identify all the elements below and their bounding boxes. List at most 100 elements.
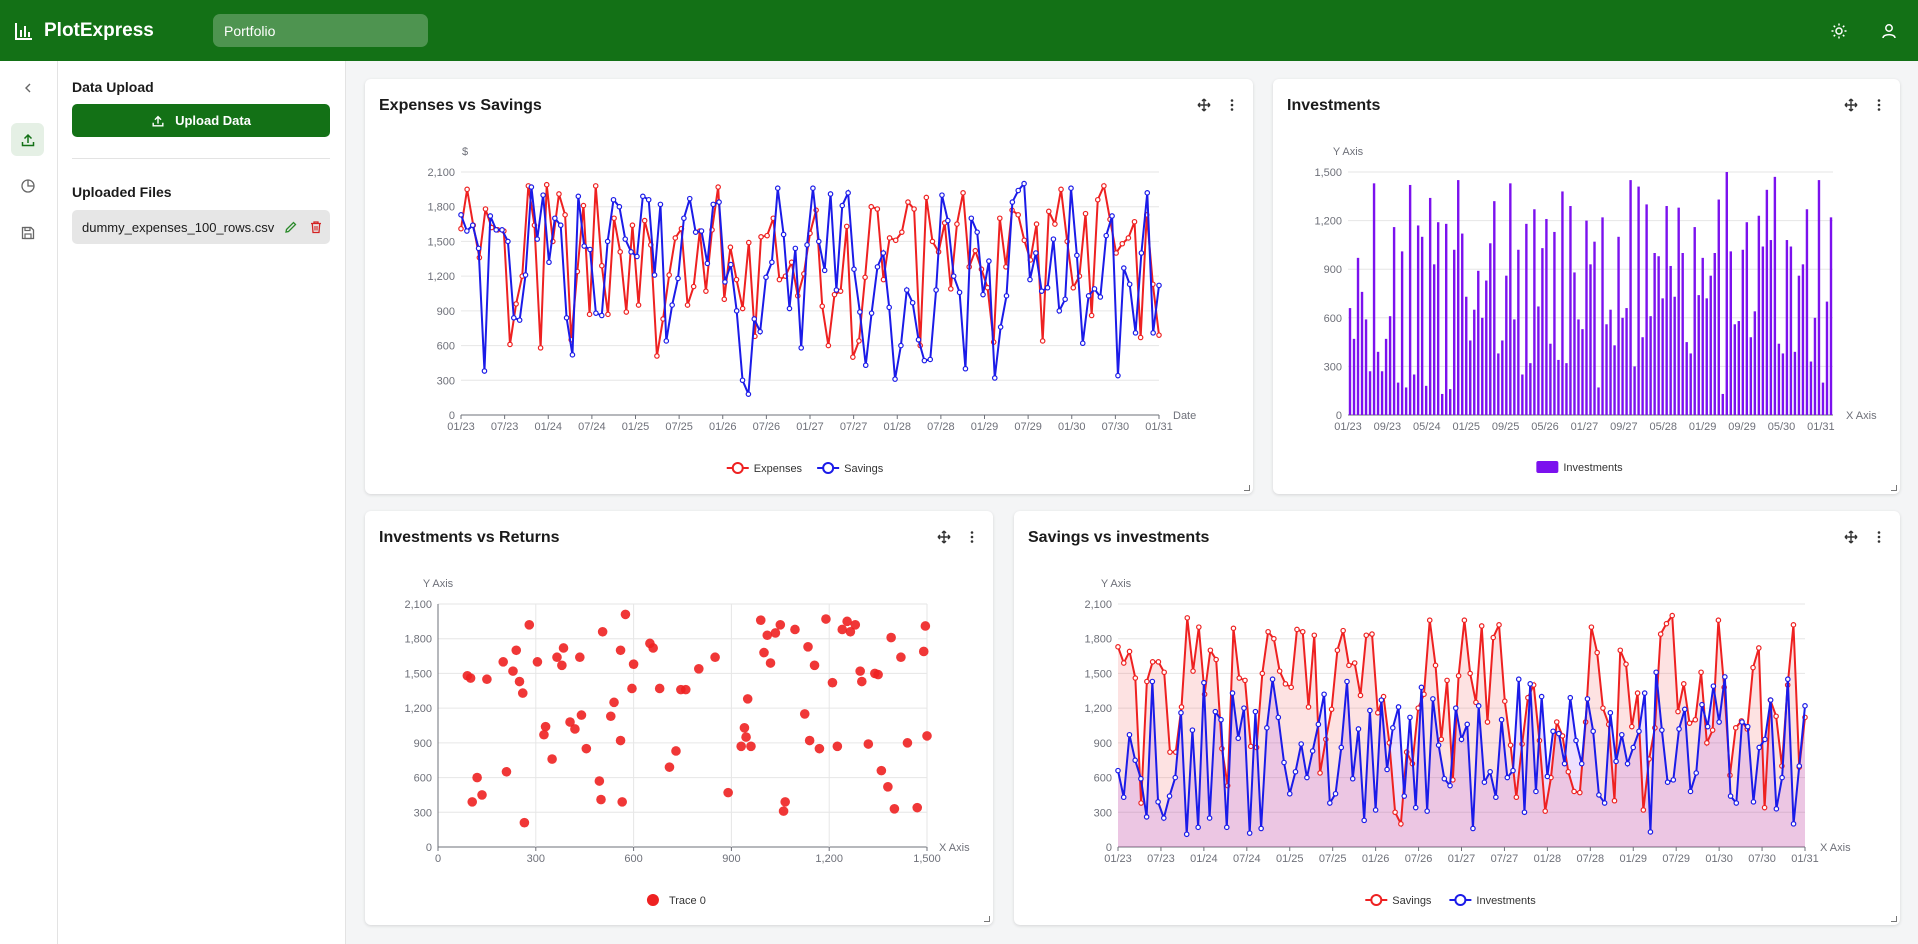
more-vertical-icon[interactable]: [1869, 95, 1889, 115]
data-point: [862, 362, 869, 369]
bar: [1348, 308, 1352, 415]
data-point: [1009, 199, 1016, 205]
data-point: [933, 287, 939, 293]
data-point: [1097, 294, 1104, 300]
upload-data-button[interactable]: Upload Data: [72, 104, 330, 137]
data-point: [857, 676, 867, 687]
bar: [1412, 374, 1416, 415]
data-point: [868, 203, 875, 210]
data-point: [546, 259, 552, 266]
data-point: [1715, 617, 1722, 624]
data-point: [501, 766, 512, 777]
data-point: [1369, 631, 1375, 637]
data-point: [909, 299, 916, 306]
user-icon[interactable]: [1877, 19, 1901, 43]
data-point: [657, 201, 664, 208]
brand[interactable]: PlotExpress: [14, 20, 154, 42]
edit-icon[interactable]: [280, 216, 302, 238]
bar: [1769, 240, 1773, 415]
data-point: [557, 222, 564, 229]
data-point: [1050, 236, 1057, 242]
data-point: [745, 239, 752, 246]
data-point: [856, 338, 862, 344]
data-point: [945, 217, 951, 224]
bar: [1589, 264, 1592, 415]
data-point: [1601, 800, 1608, 806]
data-point: [1119, 240, 1126, 247]
data-point: [1156, 332, 1162, 338]
legend-label: Investments: [1476, 895, 1536, 907]
bar: [1733, 324, 1736, 415]
data-point: [469, 222, 476, 229]
data-point: [1346, 662, 1352, 669]
collapse-button[interactable]: [11, 71, 44, 104]
bar: [1465, 296, 1468, 415]
data-point: [850, 620, 861, 630]
data-point: [1664, 779, 1671, 786]
resize-handle[interactable]: [1891, 916, 1897, 922]
x-tick-label: 09/29: [1728, 421, 1756, 433]
data-point: [839, 202, 846, 209]
trash-icon[interactable]: [305, 216, 327, 238]
y-axis-label: Y Axis: [423, 578, 454, 590]
bar: [1533, 209, 1536, 415]
data-point: [1527, 681, 1534, 687]
move-icon[interactable]: [1841, 95, 1861, 115]
data-point: [790, 624, 800, 635]
data-point: [842, 616, 852, 627]
more-vertical-icon[interactable]: [1222, 95, 1242, 115]
bar: [1809, 361, 1813, 415]
save-nav-button[interactable]: [11, 216, 44, 249]
y-tick-label: 1,200: [1314, 216, 1342, 228]
data-point: [1779, 774, 1785, 781]
data-point: [1750, 799, 1757, 805]
data-point: [617, 797, 627, 807]
data-point: [522, 272, 529, 278]
move-icon[interactable]: [934, 527, 954, 547]
y-tick-label: 600: [414, 773, 432, 785]
x-axis-label: X Axis: [939, 842, 970, 854]
data-point: [899, 229, 905, 235]
x-tick-label: 01/23: [1104, 853, 1132, 865]
bar: [1521, 374, 1524, 415]
data-point: [675, 275, 681, 282]
portfolio-input[interactable]: [213, 14, 428, 47]
more-vertical-icon[interactable]: [1869, 527, 1889, 547]
y-axis-label: $: [462, 146, 468, 158]
chart-title: Expenses vs Savings: [379, 97, 542, 114]
data-point: [1321, 691, 1327, 698]
x-tick-label: 600: [624, 853, 642, 865]
data-point: [1311, 632, 1318, 639]
move-icon[interactable]: [1841, 527, 1861, 547]
more-vertical-icon[interactable]: [962, 527, 982, 547]
data-point: [543, 181, 550, 188]
y-tick-label: 300: [437, 375, 455, 387]
bar: [1669, 265, 1672, 415]
file-item[interactable]: dummy_expenses_100_rows.csv: [72, 210, 330, 244]
data-point: [1184, 615, 1191, 621]
data-point: [628, 659, 639, 669]
data-point: [1739, 719, 1745, 725]
x-tick-label: 01/25: [1452, 421, 1480, 433]
sun-icon[interactable]: [1827, 19, 1851, 43]
resize-handle[interactable]: [984, 916, 990, 922]
charts-nav-button[interactable]: [11, 169, 44, 202]
data-point: [1113, 250, 1119, 256]
data-point: [1401, 793, 1408, 799]
bar: [1581, 329, 1584, 415]
data-point: [629, 222, 636, 229]
resize-handle[interactable]: [1244, 485, 1250, 491]
resize-handle[interactable]: [1891, 485, 1897, 491]
bar: [1657, 256, 1660, 415]
data-point: [1183, 831, 1190, 838]
data-point: [1299, 628, 1306, 635]
upload-nav-button[interactable]: [11, 123, 44, 156]
move-icon[interactable]: [1194, 95, 1214, 115]
data-point: [1286, 790, 1293, 797]
data-point: [776, 276, 783, 283]
data-point: [1351, 660, 1358, 666]
y-axis-label: Y Axis: [1333, 146, 1364, 158]
bar: [1372, 183, 1376, 415]
data-point: [680, 684, 691, 695]
data-point: [1659, 727, 1665, 733]
